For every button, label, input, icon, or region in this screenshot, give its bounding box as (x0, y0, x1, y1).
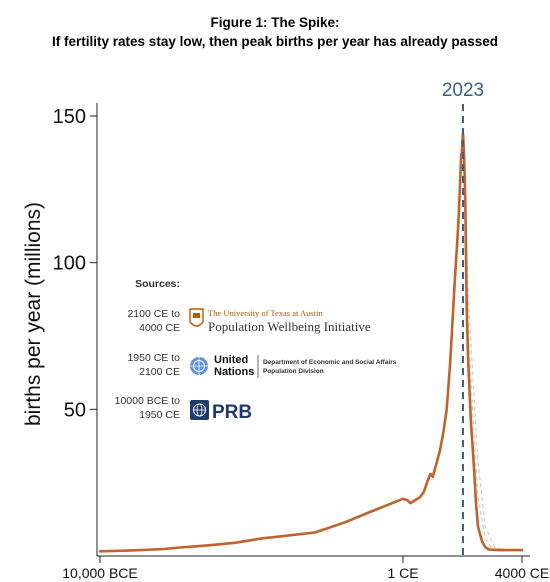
y-tick-label: 100 (53, 253, 86, 275)
y-axis-title: births per year (millions) (22, 202, 45, 426)
series-line-births (98, 132, 524, 553)
x-tick-label: 10,000 BCE (62, 565, 138, 581)
source-range-line2: 4000 CE (139, 322, 180, 334)
un-name-line2: Nations (214, 366, 254, 378)
prb-globe-icon (190, 400, 209, 420)
ut-austin-seal-icon (189, 308, 204, 327)
source-range-line2: 1950 CE (139, 409, 180, 421)
scenario-line (462, 133, 505, 551)
un-desa-line1: Department of Economic and Social Affair… (263, 359, 397, 366)
source-range-line1: 2100 CE to (127, 308, 180, 320)
annotation-label-2023: 2023 (442, 80, 484, 101)
figure-title: Figure 1: The Spike: (210, 15, 340, 30)
x-tick-label: 1 CE (387, 565, 418, 581)
un-desa-line2: Population Division (263, 368, 324, 375)
un-emblem-icon (190, 357, 208, 375)
x-tick-label: 4000 CE (495, 565, 549, 581)
y-tick-label: 50 (64, 399, 86, 421)
sources-legend: Sources: 2100 CE to 4000 CE The Universi… (115, 278, 397, 423)
source-range-line2: 2100 CE (139, 366, 180, 378)
sources-heading: Sources: (135, 278, 180, 290)
source-range-line1: 1950 CE to (127, 352, 180, 364)
source-range-line1: 10000 BCE to (115, 395, 181, 407)
figure-subtitle: If fertility rates stay low, then peak b… (52, 34, 498, 49)
population-wellbeing-initiative: Population Wellbeing Initiative (208, 319, 371, 334)
y-tick-label: 150 (53, 106, 86, 128)
prb-name: PRB (212, 402, 252, 423)
ut-austin-name: The University of Texas at Austin (208, 308, 323, 318)
un-name-line1: United (214, 354, 248, 366)
